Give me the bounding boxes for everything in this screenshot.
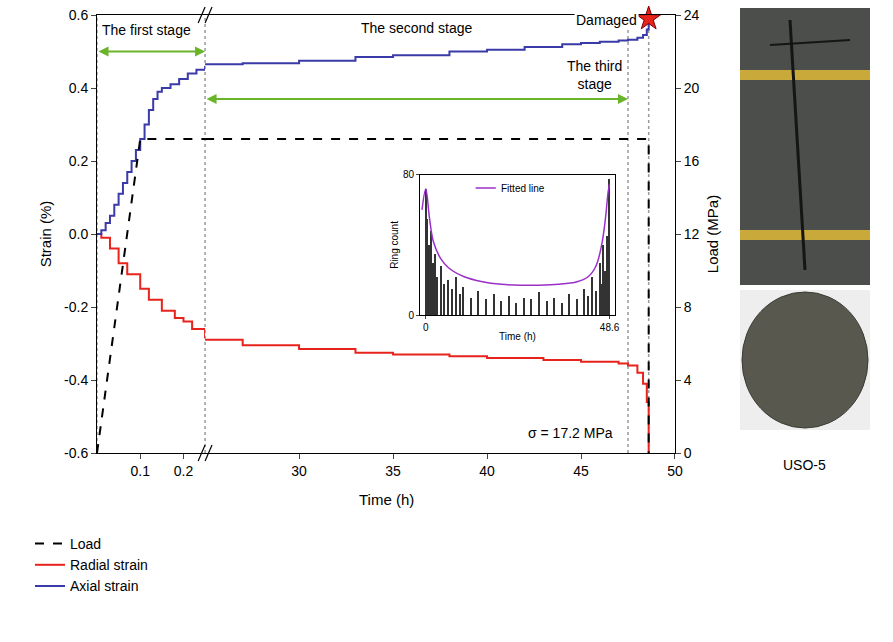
svg-text:σ = 17.2 MPa: σ = 17.2 MPa (528, 425, 613, 441)
svg-text:-0.6: -0.6 (64, 445, 88, 461)
svg-text:0.0: 0.0 (69, 226, 89, 242)
svg-text:0.2: 0.2 (174, 463, 194, 479)
svg-text:0.6: 0.6 (69, 7, 89, 23)
svg-text:Load (MPa): Load (MPa) (704, 195, 721, 273)
svg-text:24: 24 (684, 7, 700, 23)
svg-text:80: 80 (403, 169, 415, 180)
svg-text:4: 4 (684, 372, 692, 388)
svg-text:16: 16 (684, 153, 700, 169)
svg-text:Load: Load (70, 536, 101, 552)
svg-text:48.6: 48.6 (600, 322, 620, 333)
svg-text:30: 30 (291, 463, 307, 479)
svg-text:The second stage: The second stage (361, 20, 473, 36)
svg-text:Radial strain: Radial strain (70, 557, 148, 573)
svg-text:45: 45 (573, 463, 589, 479)
svg-text:Time (h): Time (h) (359, 491, 414, 508)
svg-text:0: 0 (409, 310, 415, 321)
svg-text:The first stage: The first stage (102, 22, 191, 38)
svg-text:0.2: 0.2 (69, 153, 89, 169)
svg-text:Axial strain: Axial strain (70, 578, 138, 594)
svg-text:8: 8 (684, 299, 692, 315)
svg-text:0.4: 0.4 (69, 80, 89, 96)
svg-text:35: 35 (385, 463, 401, 479)
svg-text:-0.4: -0.4 (64, 372, 88, 388)
svg-text:The thirdstage: The thirdstage (567, 58, 622, 92)
svg-text:-0.2: -0.2 (64, 299, 88, 315)
svg-text:Damaged: Damaged (576, 12, 637, 28)
svg-text:0.1: 0.1 (130, 463, 150, 479)
svg-text:Ring count: Ring count (389, 221, 400, 269)
svg-text:Strain (%): Strain (%) (37, 201, 54, 268)
svg-text:0: 0 (423, 322, 429, 333)
svg-text:USO-5: USO-5 (783, 457, 826, 473)
svg-text:20: 20 (684, 80, 700, 96)
svg-text:0: 0 (684, 445, 692, 461)
svg-text:12: 12 (684, 226, 700, 242)
svg-text:Fitted line: Fitted line (501, 183, 545, 194)
svg-text:40: 40 (479, 463, 495, 479)
svg-text:Time (h): Time (h) (499, 331, 536, 342)
svg-text:50: 50 (667, 463, 683, 479)
